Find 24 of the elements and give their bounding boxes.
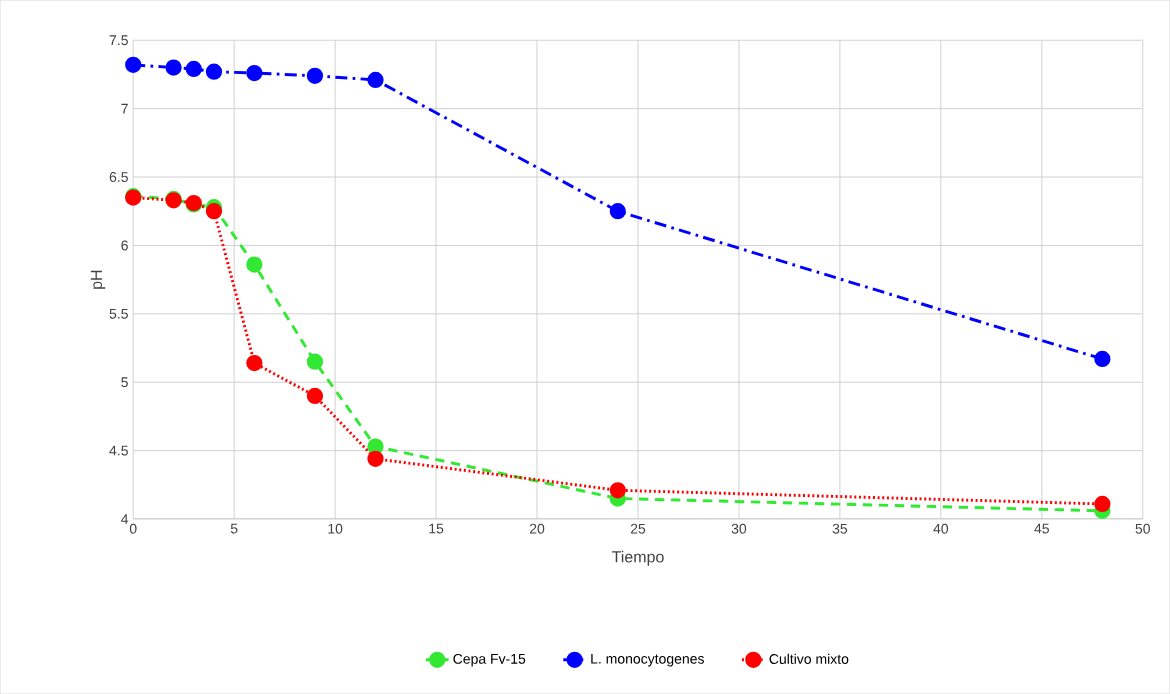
- x-tick-label: 5: [230, 523, 238, 534]
- x-tick-label: 30: [731, 523, 747, 534]
- y-tick-label: 4: [121, 514, 129, 524]
- x-tick-label: 40: [933, 523, 949, 534]
- x-tick-label: 35: [832, 523, 848, 534]
- y-tick-label: 4.5: [109, 445, 128, 456]
- x-tick-label: 20: [529, 523, 545, 534]
- legend-label: Cepa Fv-15: [453, 653, 526, 667]
- x-tick-label: 10: [328, 523, 343, 534]
- legend-label: Cultivo mixto: [769, 653, 849, 664]
- legend-label: L. monocytogenes: [591, 653, 704, 667]
- x-tick-label: 15: [429, 523, 444, 534]
- y-tick-label: 7: [121, 103, 128, 114]
- y-tick-label: 5.5: [109, 308, 128, 319]
- y-tick-label: 6.5: [109, 171, 128, 182]
- x-tick-label: 50: [1135, 523, 1150, 534]
- x-tick-label: 45: [1034, 523, 1049, 534]
- y-tick-label: 5: [121, 377, 128, 388]
- x-tick-label: 0: [129, 523, 137, 534]
- y-axis-title: pH: [90, 270, 106, 289]
- x-tick-label: 25: [630, 523, 646, 534]
- y-tick-label: 6: [121, 240, 128, 251]
- y-tick-label: 7.5: [109, 35, 128, 46]
- x-axis-title: Tiempo: [611, 550, 664, 566]
